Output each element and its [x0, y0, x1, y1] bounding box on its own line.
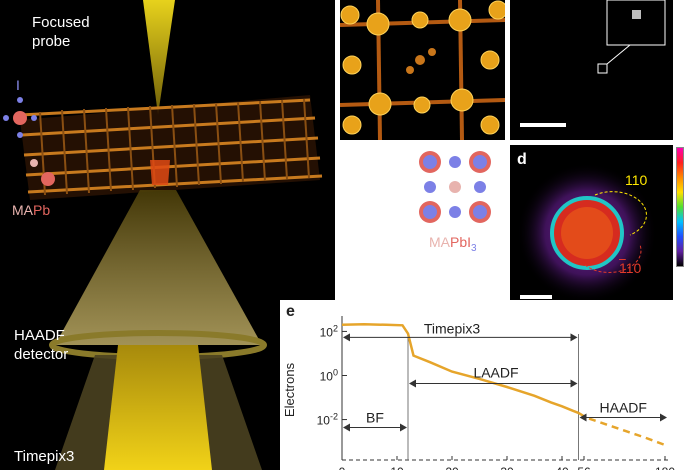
left-panel [0, 0, 335, 470]
spot-1bar10-arc [584, 244, 642, 273]
spot-1bar10-label: 110 [619, 260, 641, 276]
panel-d-label: d [517, 151, 527, 168]
timepix3-label: Timepix3 [14, 448, 75, 465]
crystal-structure-render [339, 0, 508, 141]
bf-label: BF [366, 410, 384, 426]
haadf-detector-label-1: HAADF [14, 327, 65, 344]
colorbar [676, 147, 684, 267]
spot-110-arc [594, 191, 647, 236]
formula-label: MAPbI3 [429, 234, 477, 254]
bf-arrowhead-left [343, 423, 350, 432]
perovskite-lattice [19, 95, 323, 200]
formula-ma: MA [429, 234, 450, 250]
x-tick-label: 56 [577, 465, 591, 470]
x-tick-label: 10 [390, 465, 404, 470]
diffraction-panel: d 110 110 [510, 145, 673, 308]
formula-pbi: PbI [450, 234, 472, 250]
electrons-chart: e Electrons 102 100 10-2 0 10 20 30 40 56 180 BF LAAD… [282, 303, 675, 475]
laadf-arrowhead-left [409, 379, 416, 388]
timepix3-arrowhead-right [570, 333, 578, 342]
spot-110-label: 110 [625, 172, 648, 188]
x-tick-label: 40 [555, 465, 569, 470]
y-tick-label: 10-2 [317, 412, 338, 428]
chart-panel: e Electrons 102 100 10-2 0 10 20 30 40 56 180 BF LAAD… [280, 300, 685, 475]
atom-grid-svg [419, 151, 491, 223]
formula-subscript: 3 [471, 242, 477, 254]
legend-iodine-label: I [16, 77, 20, 93]
crystal-structure-svg [339, 0, 508, 141]
x-tick-label: 180 [655, 465, 675, 470]
x-tick-label: 30 [500, 465, 514, 470]
spot-1bar10-rest: 10 [625, 260, 642, 276]
timepix3-arrowhead-left [343, 333, 350, 342]
y-tick-label: 100 [320, 367, 338, 383]
transmitted-beam [104, 345, 212, 470]
focused-probe-label-1: Focused [32, 14, 90, 31]
spot-1bar10-overbar: 1 [619, 260, 626, 276]
scan-spot [632, 10, 641, 19]
focused-probe-label-2: probe [32, 33, 71, 50]
diffraction-svg [517, 163, 657, 303]
focused-probe-beam [143, 0, 175, 115]
overview-image [510, 0, 673, 140]
scale-bar [520, 123, 566, 127]
haadf-arrowhead-left [579, 413, 587, 422]
overview-svg [520, 0, 666, 127]
laadf-label: LAADF [473, 364, 518, 380]
laadf-arrowhead-right [570, 379, 578, 388]
atom-projection-panel: MAPbI3 [405, 140, 505, 260]
x-tick-label: 20 [445, 465, 459, 470]
haadf-detector-label-2: detector [14, 346, 69, 363]
legend-pb: Pb [33, 202, 51, 218]
x-tick-label: 0 [339, 465, 346, 470]
left-schematic [3, 0, 323, 470]
haadf-label: HAADF [600, 400, 647, 416]
scattered-cone-upper [55, 190, 262, 345]
legend-ma-pb-label: MAPb [12, 202, 50, 218]
y-tick-label: 102 [320, 323, 338, 339]
haadf-arrowhead-right [660, 413, 667, 422]
y-axis-label: Electrons [282, 362, 297, 417]
series-line-0 [341, 323, 579, 415]
small-region-box [597, 63, 608, 74]
bf-arrowhead-right [400, 423, 407, 432]
series-line-1 [577, 411, 666, 447]
timepix3-label: Timepix3 [424, 320, 480, 336]
zoom-box [606, 0, 666, 46]
legend-ma: MA [12, 202, 33, 218]
diffraction-scale-bar [520, 295, 552, 299]
panel-e-label: e [286, 303, 295, 320]
